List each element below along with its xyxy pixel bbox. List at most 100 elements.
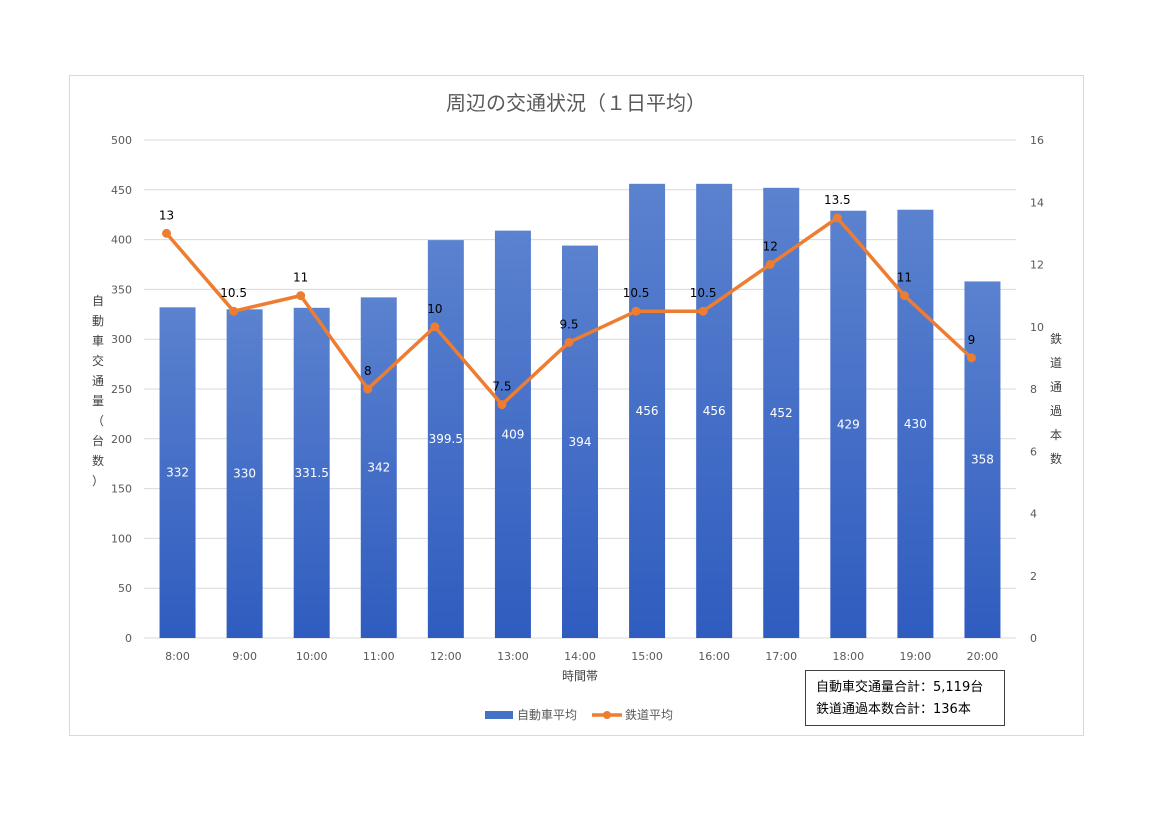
bar: [494, 230, 531, 639]
line-value-label: 9: [968, 333, 976, 347]
y-axis-title-char: 交: [92, 353, 104, 368]
chart-title: 周辺の交通状況（１日平均）: [446, 91, 706, 115]
x-axis-ticks: 8:00 9:00 10:00 11:00 12:00 13:00 14:00 15:00 16…: [165, 650, 998, 663]
legend-bar-label: 自動車平均: [517, 708, 577, 722]
line-series: [162, 213, 976, 410]
y-axis-title: 自動車交通量 （ 台数 ）: [92, 294, 104, 488]
bar-value-label: 430: [904, 417, 927, 431]
bar-value-label: 332: [166, 466, 189, 480]
x-tick-label: 18:00: [832, 650, 864, 663]
y-tick-label: 250: [111, 383, 132, 396]
x-tick-label: 13:00: [497, 650, 529, 663]
line-point: [698, 306, 708, 316]
line-point: [162, 228, 172, 238]
y2-tick-label: 12: [1030, 259, 1044, 272]
bar-value-label: 429: [837, 417, 860, 431]
x-tick-label: 11:00: [363, 650, 395, 663]
y-tick-label: 450: [111, 184, 132, 197]
y-tick-label: 300: [111, 333, 132, 346]
rail-total-text: 鉄道通過本数合計：136本: [816, 702, 971, 717]
y2-axis-title-char: 通: [1050, 380, 1062, 394]
bar: [360, 297, 397, 638]
y2-axis-title: 鉄道通過本数: [1050, 331, 1062, 466]
y2-tick-label: 2: [1030, 570, 1037, 583]
x-tick-label: 19:00: [900, 650, 932, 663]
y-axis-title-char: 車: [92, 334, 104, 348]
line-point: [430, 322, 440, 332]
y2-tick-label: 6: [1030, 445, 1037, 458]
bar-value-label: 399.5: [429, 432, 463, 446]
line-value-label: 10.5: [690, 286, 717, 300]
legend-line-label: 鉄道平均: [625, 707, 673, 722]
y2-tick-label: 0: [1030, 632, 1037, 645]
bar-value-label: 452: [770, 406, 793, 420]
y-tick-label: 50: [118, 582, 132, 595]
bar: [293, 307, 330, 638]
legend: 自動車平均 鉄道平均: [485, 707, 673, 722]
line-value-label: 13.5: [824, 193, 851, 207]
line-point: [229, 306, 239, 316]
y2-axis-title-char: 数: [1050, 451, 1062, 466]
line-point: [899, 291, 909, 301]
y-tick-label: 0: [125, 632, 132, 645]
bar: [427, 240, 464, 638]
line-data-labels: 13 10.5 11 8 10 7.5 9.5 10.5 10.5 12 13.5 11 9: [159, 193, 975, 394]
y-axis-title-char: 通: [92, 374, 104, 388]
x-axis-title: 時間帯: [562, 669, 598, 683]
bar: [897, 209, 934, 638]
y-axis-title-char: ）: [92, 474, 104, 488]
y-axis-title-char: 数: [92, 453, 104, 468]
line-value-label: 10: [427, 302, 442, 316]
y2-axis-ticks: 0 2 4 6 8 10 12 14 16: [1030, 134, 1044, 645]
bar: [696, 183, 733, 638]
y2-tick-label: 4: [1030, 508, 1037, 521]
y-axis-title-char: 動: [92, 314, 104, 328]
line-point: [832, 213, 842, 223]
bar-value-label: 456: [703, 404, 726, 418]
line-point: [631, 306, 641, 316]
line-value-label: 10.5: [623, 286, 650, 300]
line-point: [966, 353, 976, 363]
x-tick-label: 15:00: [631, 650, 663, 663]
y2-axis-title-char: 鉄: [1050, 331, 1062, 346]
x-tick-label: 16:00: [698, 650, 730, 663]
y2-tick-label: 14: [1030, 196, 1044, 209]
bar-value-label: 409: [501, 427, 524, 441]
bar-series: [159, 183, 1001, 639]
bar: [562, 245, 598, 639]
y2-tick-label: 8: [1030, 383, 1037, 396]
y-axis-title-char: （: [92, 414, 104, 428]
bar: [964, 281, 1001, 638]
line-value-label: 11: [293, 271, 308, 285]
totals-box: 自動車交通量合計：5,119台 鉄道通過本数合計：136本: [805, 670, 1005, 726]
y-tick-label: 350: [111, 283, 132, 296]
bar-data-labels: 332 330 331.5 342 399.5 409 394 456 456 452 429 430…: [166, 404, 994, 481]
line-point: [497, 400, 507, 410]
line-value-label: 12: [763, 240, 778, 254]
line-value-label: 7.5: [492, 380, 511, 394]
line-value-label: 8: [364, 364, 372, 378]
bar: [226, 309, 263, 638]
legend-bar-swatch: [485, 711, 513, 719]
bar-value-label: 456: [636, 404, 659, 418]
y-axis-ticks: 0 50 100 150 200 250 300 350 400 450 500: [111, 134, 132, 645]
bar-value-label: 331.5: [295, 466, 329, 480]
bar: [629, 183, 666, 638]
y-axis-title-char: 自: [92, 294, 104, 308]
y2-tick-label: 16: [1030, 134, 1044, 147]
bar-value-label: 394: [569, 435, 592, 449]
car-total-text: 自動車交通量合計：5,119台: [816, 680, 984, 695]
y-tick-label: 200: [111, 433, 132, 446]
line-point: [564, 337, 574, 347]
bar-value-label: 358: [971, 453, 994, 467]
line-value-label: 13: [159, 208, 174, 222]
legend-line-marker: [603, 711, 611, 719]
line-value-label: 11: [897, 271, 912, 285]
x-tick-label: 14:00: [564, 650, 596, 663]
y2-axis-title-char: 道: [1050, 356, 1062, 370]
line-point: [765, 260, 775, 269]
bar: [830, 210, 867, 638]
y-tick-label: 500: [111, 134, 132, 147]
y-tick-label: 150: [111, 483, 132, 496]
